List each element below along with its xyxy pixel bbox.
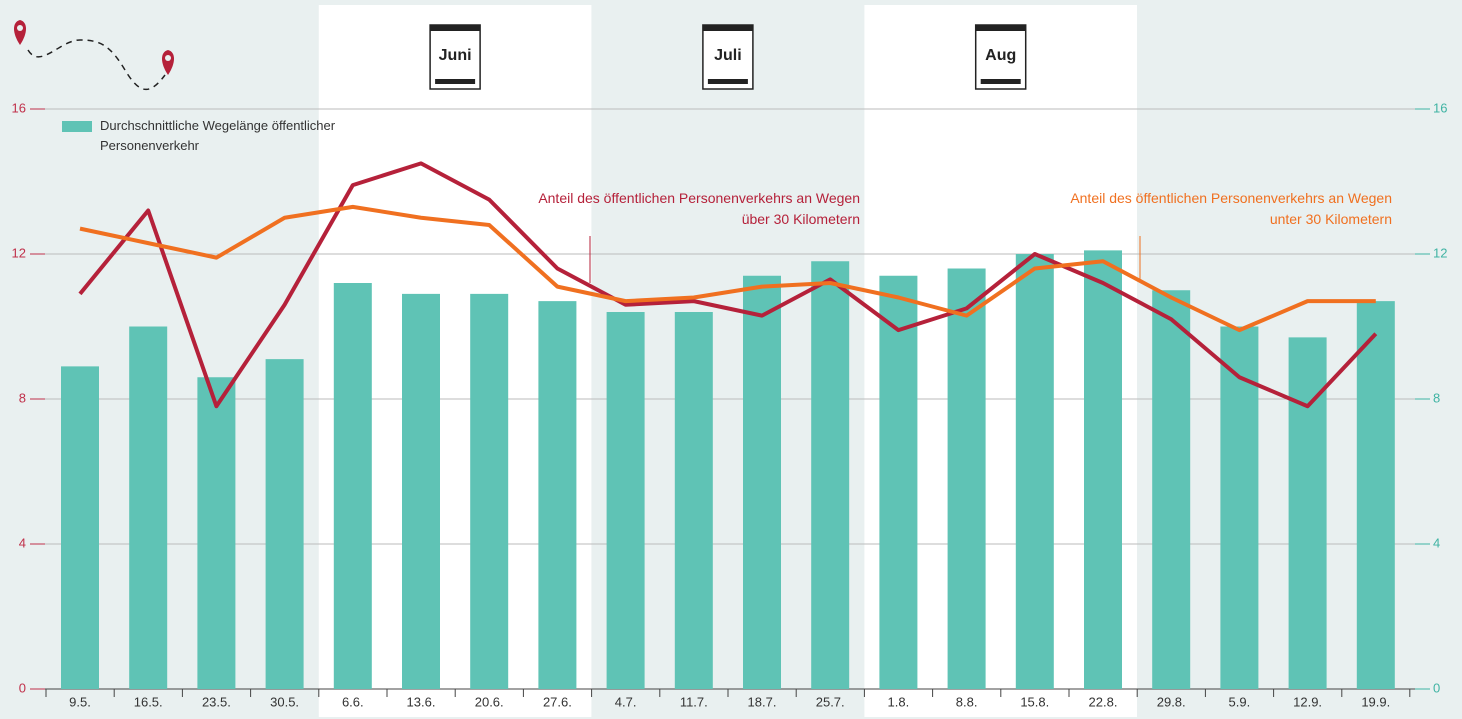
y-tick-label: 0: [19, 680, 26, 695]
bar: [1015, 254, 1054, 689]
x-tick-label: 1.8.: [888, 694, 910, 709]
bar: [129, 326, 168, 689]
bar: [333, 283, 372, 689]
calendar-bottom: [435, 79, 476, 84]
x-tick-label: 5.9.: [1229, 694, 1251, 709]
y-tick-label: 4: [19, 535, 26, 550]
x-tick-label: 29.8.: [1157, 694, 1186, 709]
bar: [947, 268, 986, 689]
x-tick-label: 23.5.: [202, 694, 231, 709]
map-icon: [14, 20, 174, 91]
x-tick-label: 13.6.: [407, 694, 436, 709]
legend-swatch: [62, 121, 92, 132]
bar: [470, 293, 509, 689]
y2-tick-label: 0: [1433, 680, 1440, 695]
bar: [674, 312, 713, 689]
x-tick-label: 15.8.: [1020, 694, 1049, 709]
x-tick-label: 6.6.: [342, 694, 364, 709]
x-tick-label: 22.8.: [1089, 694, 1118, 709]
x-tick-label: 9.5.: [69, 694, 91, 709]
y2-tick-label: 4: [1433, 535, 1440, 550]
line: [79, 204, 1376, 333]
bar: [197, 377, 236, 689]
x-tick-label: 19.9.: [1361, 694, 1390, 709]
x-tick-label: 18.7.: [748, 694, 777, 709]
calendar-top: [975, 25, 1026, 31]
x-tick-label: 20.6.: [475, 694, 504, 709]
calendar-icon: [974, 24, 1027, 90]
bar: [265, 359, 304, 689]
bar: [61, 366, 99, 689]
calendar-top: [702, 25, 753, 31]
y2-tick-label: 16: [1433, 100, 1447, 115]
x-tick-label: 30.5.: [270, 694, 299, 709]
y-tick-label: 16: [12, 100, 26, 115]
line-label: Anteil des öffentlichen Personenverkehrs…: [1070, 190, 1392, 227]
x-tick-label: 27.6.: [543, 694, 572, 709]
y2-tick-label: 8: [1433, 390, 1440, 405]
y-tick-label: 8: [19, 390, 26, 405]
x-tick-label: 25.7.: [816, 694, 845, 709]
month-label: Juli: [714, 47, 742, 64]
line-label: Anteil des öffentlichen Personenverkehrs…: [538, 190, 860, 227]
bar: [1220, 326, 1259, 689]
x-tick-label: 16.5.: [134, 694, 163, 709]
legend-label: Durchschnittliche Wegelänge öffentlicher…: [100, 118, 336, 153]
bar: [606, 312, 645, 689]
bar: [879, 275, 918, 689]
x-tick-label: 4.7.: [615, 694, 637, 709]
x-tick-label: 11.7.: [680, 694, 708, 709]
bar: [811, 261, 850, 689]
calendar-top: [430, 25, 481, 31]
bar: [1288, 337, 1327, 689]
bar: [1084, 250, 1122, 689]
bar: [1152, 290, 1191, 689]
line: [78, 161, 1378, 409]
bar: [538, 301, 577, 689]
bar: [1356, 301, 1395, 689]
bar: [402, 293, 440, 689]
bar: [743, 275, 781, 689]
calendar-bottom: [980, 79, 1021, 84]
month-label: Aug: [985, 47, 1016, 64]
y-tick-label: 12: [12, 245, 26, 260]
month-label: Juni: [439, 47, 472, 64]
calendar-bottom: [707, 79, 748, 84]
y2-tick-label: 12: [1433, 245, 1447, 260]
calendar-icon: [429, 24, 481, 90]
x-tick-label: 12.9.: [1293, 694, 1322, 709]
x-tick-label: 8.8.: [956, 694, 978, 709]
